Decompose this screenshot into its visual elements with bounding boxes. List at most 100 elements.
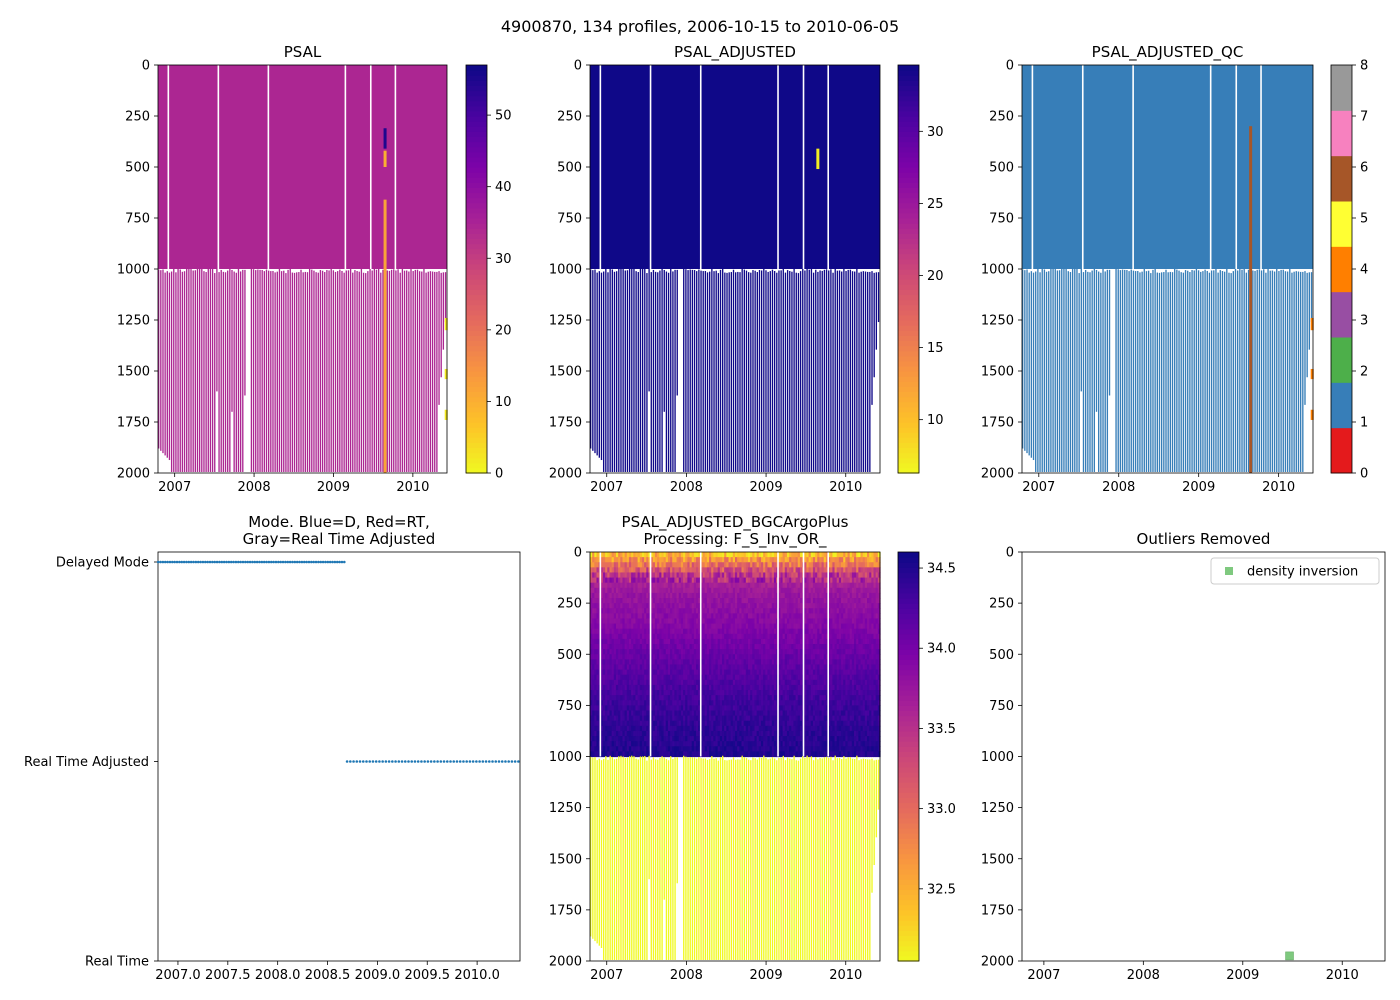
heatmap-cell bbox=[782, 603, 786, 609]
heatmap-cell bbox=[605, 725, 608, 732]
mode-point bbox=[187, 560, 191, 564]
heatmap-cell bbox=[760, 598, 764, 604]
heatmap-cell bbox=[622, 608, 626, 614]
x-tick-label: 2007 bbox=[590, 480, 623, 495]
colorbar-step bbox=[898, 141, 919, 148]
heatmap-cell bbox=[698, 730, 701, 737]
heatmap-cell bbox=[676, 700, 680, 706]
heatmap-cell bbox=[687, 572, 691, 579]
heatmap-cell bbox=[600, 720, 604, 727]
heatmap-cell bbox=[633, 690, 637, 696]
heatmap-cell bbox=[683, 669, 686, 676]
heatmap-cell bbox=[663, 598, 667, 604]
profile-bar bbox=[730, 272, 733, 472]
profile-bar bbox=[313, 270, 315, 472]
heatmap-cell bbox=[626, 623, 630, 630]
heatmap-cell bbox=[786, 654, 790, 660]
heatmap-cell bbox=[730, 618, 734, 625]
heatmap-cell bbox=[711, 730, 714, 737]
heatmap-cell bbox=[626, 720, 630, 727]
heatmap-cell bbox=[810, 638, 814, 645]
heatmap-cell bbox=[633, 669, 637, 676]
heatmap-cell bbox=[810, 690, 814, 696]
heatmap-cell bbox=[754, 623, 758, 630]
heatmap-cell bbox=[676, 720, 680, 727]
heatmap-cell bbox=[752, 751, 756, 758]
heatmap-cell bbox=[615, 720, 619, 727]
colorbar-category bbox=[1331, 155, 1352, 202]
heatmap-cell bbox=[793, 705, 797, 712]
heatmap-cell bbox=[782, 623, 786, 630]
heatmap-cell bbox=[607, 587, 611, 594]
colorbar-step bbox=[898, 85, 919, 92]
heatmap-cell bbox=[730, 582, 734, 589]
heatmap-cell bbox=[702, 649, 706, 655]
heatmap-cell bbox=[795, 705, 799, 712]
heatmap-cell bbox=[613, 577, 617, 584]
heatmap-cell bbox=[806, 577, 810, 584]
mode-point bbox=[286, 560, 290, 564]
heatmap-cell bbox=[663, 705, 667, 712]
heatmap-cell bbox=[683, 730, 686, 737]
heatmap-cell bbox=[763, 572, 766, 579]
heatmap-cell bbox=[641, 592, 645, 599]
heatmap-cell bbox=[605, 623, 608, 630]
heatmap-cell bbox=[709, 577, 712, 584]
heatmap-cell bbox=[665, 700, 669, 706]
heatmap-cell bbox=[687, 700, 691, 706]
heatmap-cell bbox=[754, 679, 758, 686]
heatmap-cell bbox=[728, 715, 732, 722]
heatmap-cell bbox=[747, 638, 751, 645]
heatmap-cell bbox=[605, 664, 608, 671]
mode-point bbox=[338, 560, 341, 564]
heatmap-cell bbox=[795, 700, 799, 706]
mode-point bbox=[420, 760, 423, 763]
heatmap-cell bbox=[613, 623, 617, 630]
heatmap-cell bbox=[652, 705, 656, 712]
heatmap-cell bbox=[767, 638, 771, 645]
heatmap-cell bbox=[700, 628, 704, 635]
heatmap-cell bbox=[592, 644, 595, 650]
heatmap-cell bbox=[670, 705, 673, 712]
heatmap-cell bbox=[789, 577, 792, 584]
heatmap-cell bbox=[706, 562, 710, 568]
heatmap-cell bbox=[592, 715, 595, 722]
heatmap-cell bbox=[590, 710, 593, 717]
heatmap-cell bbox=[626, 695, 630, 701]
mode-point bbox=[494, 760, 498, 763]
heatmap-cell bbox=[652, 736, 656, 742]
heatmap-cell bbox=[602, 710, 606, 717]
heatmap-cell bbox=[726, 598, 730, 604]
heatmap-cell bbox=[646, 592, 650, 599]
heatmap-cell bbox=[715, 751, 719, 758]
heatmap-cell bbox=[696, 725, 699, 732]
heatmap-cell bbox=[650, 720, 654, 727]
heatmap-cell bbox=[756, 582, 760, 589]
heatmap-cell bbox=[613, 567, 617, 574]
profile-bar bbox=[834, 268, 836, 472]
heatmap-cell bbox=[667, 715, 671, 722]
mode-point bbox=[371, 760, 375, 763]
heatmap-cell bbox=[607, 649, 611, 655]
heatmap-cell bbox=[730, 664, 734, 671]
profile-bar bbox=[765, 270, 767, 472]
heatmap-cell bbox=[709, 690, 712, 696]
heatmap-cell bbox=[711, 746, 714, 752]
profile-bar bbox=[602, 271, 605, 472]
heatmap-cell bbox=[633, 638, 637, 645]
heatmap-cell bbox=[626, 557, 630, 563]
colorbar-step bbox=[898, 314, 919, 321]
profile-bar bbox=[1026, 269, 1028, 454]
profile-bar bbox=[817, 271, 819, 472]
colorbar-step bbox=[466, 401, 487, 408]
heatmap-cell bbox=[594, 587, 598, 594]
heatmap-cell bbox=[782, 746, 786, 752]
heatmap-cell bbox=[652, 603, 656, 609]
heatmap-cell bbox=[719, 567, 723, 574]
heatmap-cell bbox=[635, 577, 639, 584]
heatmap-cell bbox=[633, 633, 637, 640]
colorbar-step bbox=[898, 274, 919, 280]
heatmap-cell bbox=[793, 613, 797, 620]
heatmap-cell bbox=[670, 659, 673, 666]
heatmap-cell bbox=[754, 649, 758, 655]
